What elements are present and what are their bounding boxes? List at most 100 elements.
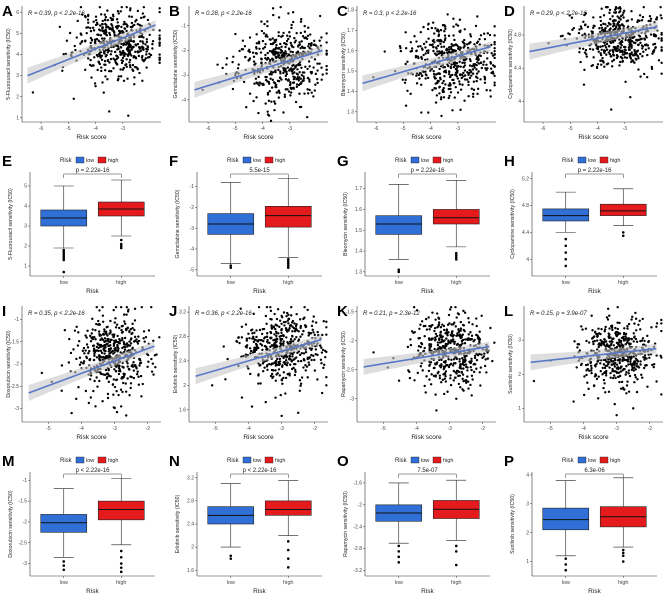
data-point xyxy=(302,79,305,82)
data-point xyxy=(456,65,459,68)
data-point xyxy=(427,316,430,319)
data-point xyxy=(468,360,472,363)
data-point xyxy=(146,18,150,22)
data-point xyxy=(257,40,261,44)
data-point xyxy=(121,376,124,379)
data-point xyxy=(639,339,642,343)
data-point xyxy=(117,45,120,48)
data-point xyxy=(608,336,611,340)
data-point xyxy=(235,340,239,343)
data-point xyxy=(290,321,294,324)
data-point xyxy=(94,405,97,408)
outlier-point xyxy=(397,270,401,274)
data-point xyxy=(123,54,126,58)
y-tick-label: -4 xyxy=(190,247,195,253)
x-tick-label: -5 xyxy=(401,126,406,132)
data-point xyxy=(264,400,267,404)
data-point xyxy=(660,48,663,52)
data-point xyxy=(274,323,277,326)
data-point xyxy=(455,397,458,400)
data-point xyxy=(96,323,100,326)
data-point xyxy=(642,356,645,359)
data-point xyxy=(284,68,287,72)
y-tick-label: -2.5 xyxy=(10,384,19,390)
data-point xyxy=(461,377,464,381)
data-point xyxy=(611,49,615,53)
y-axis-label: Cyclopamine sensitivity (IC50) xyxy=(508,29,514,99)
data-point xyxy=(248,36,252,39)
data-point xyxy=(493,81,496,84)
data-point xyxy=(429,383,433,386)
data-point xyxy=(141,79,144,83)
data-point xyxy=(451,338,455,341)
data-point xyxy=(436,372,439,375)
data-point xyxy=(131,322,134,326)
legend-swatch-high xyxy=(264,156,274,164)
data-point xyxy=(250,329,253,332)
data-point xyxy=(158,10,161,14)
data-point xyxy=(640,19,644,22)
data-point xyxy=(444,342,448,346)
data-point xyxy=(478,38,481,41)
data-point xyxy=(269,72,273,75)
data-point xyxy=(141,45,144,48)
data-point xyxy=(141,54,144,58)
data-point xyxy=(436,44,440,47)
data-point xyxy=(459,65,462,68)
data-point xyxy=(99,34,103,37)
outlier-point xyxy=(621,231,625,234)
data-point xyxy=(617,341,621,344)
data-point xyxy=(578,47,581,50)
data-point xyxy=(116,350,119,353)
data-point xyxy=(298,92,301,95)
data-point xyxy=(294,327,298,330)
data-point xyxy=(280,414,283,418)
data-point xyxy=(268,362,271,366)
data-point xyxy=(444,364,448,367)
data-point xyxy=(459,108,462,111)
data-point xyxy=(113,385,117,389)
data-point xyxy=(103,69,107,72)
stat-label: 5.5e-15 xyxy=(249,168,270,174)
data-point xyxy=(416,371,419,375)
y-axis-label: Sunitinib sensitivity (IC50) xyxy=(508,334,514,394)
data-point xyxy=(444,370,448,373)
data-point xyxy=(80,33,83,37)
legend-label-high: high xyxy=(275,458,285,464)
data-point xyxy=(237,63,240,66)
data-point xyxy=(603,366,607,370)
data-point xyxy=(68,31,72,35)
data-point xyxy=(114,305,118,309)
data-point xyxy=(284,74,288,78)
data-point xyxy=(250,405,254,408)
data-point xyxy=(618,361,621,365)
data-point xyxy=(283,41,286,45)
data-point xyxy=(413,379,416,382)
data-point xyxy=(300,45,304,48)
data-point xyxy=(625,56,629,60)
data-point xyxy=(643,339,646,343)
data-point xyxy=(587,341,591,344)
data-point xyxy=(81,13,84,16)
data-point xyxy=(113,368,116,371)
data-point xyxy=(438,374,442,377)
data-point xyxy=(304,65,307,68)
data-point xyxy=(446,323,450,326)
data-point xyxy=(276,308,280,311)
data-point xyxy=(119,10,122,13)
data-point xyxy=(116,21,119,24)
data-point xyxy=(634,317,638,320)
data-point xyxy=(440,50,444,53)
panel-O: O Risk low high-3.2-2.8-2.4-2-1.67.5e-07low… xyxy=(337,453,490,595)
data-point xyxy=(275,43,278,47)
data-point xyxy=(149,53,153,57)
data-point xyxy=(85,336,88,339)
data-point xyxy=(419,83,423,86)
data-point xyxy=(435,53,439,56)
data-point xyxy=(97,39,100,42)
data-point xyxy=(300,40,303,43)
data-point xyxy=(616,305,619,309)
data-point xyxy=(624,80,627,84)
data-point xyxy=(617,16,621,20)
